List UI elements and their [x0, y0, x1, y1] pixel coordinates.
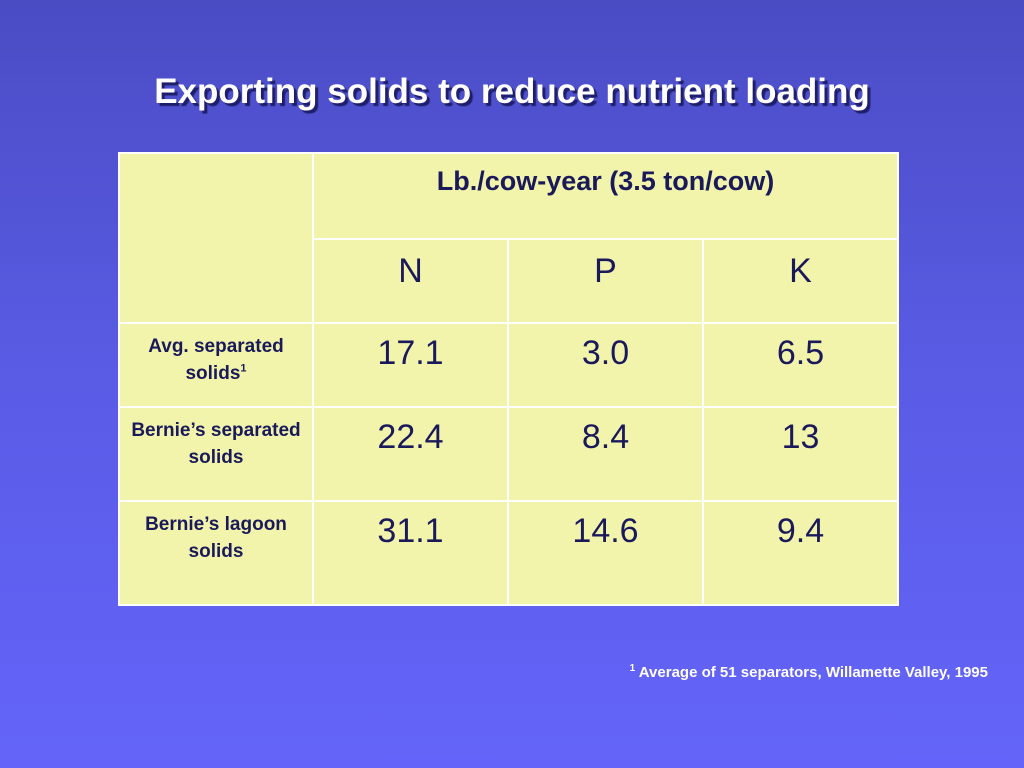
- column-header: N: [312, 238, 509, 324]
- footnote-mark: 1: [629, 663, 636, 674]
- empty-corner-cell: [118, 152, 314, 324]
- row-label: Bernie’s lagoon solids: [118, 500, 314, 606]
- footnote-text: Average of 51 separators, Willamette Val…: [638, 664, 988, 681]
- table-cell: 22.4: [312, 406, 509, 502]
- table-cell: 9.4: [702, 500, 899, 606]
- table-cell: 6.5: [702, 322, 899, 408]
- column-header: K: [702, 238, 899, 324]
- column-header: P: [507, 238, 704, 324]
- row-label: Avg. separated solids1: [118, 322, 314, 408]
- unit-header: Lb./cow-year (3.5 ton/cow): [312, 152, 899, 240]
- table-row: Bernie’s separated solids 22.4 8.4 13: [118, 406, 899, 502]
- table-cell: 14.6: [507, 500, 704, 606]
- table-row: Bernie’s lagoon solids 31.1 14.6 9.4: [118, 500, 899, 606]
- footnote: 1 Average of 51 separators, Willamette V…: [629, 663, 988, 682]
- nutrient-header-row: N P K: [119, 238, 899, 324]
- table-cell: 13: [702, 406, 899, 502]
- nutrient-table: Lb./cow-year (3.5 ton/cow) N P K Avg. se…: [118, 152, 899, 606]
- table-cell: 3.0: [507, 322, 704, 408]
- table-cell: 31.1: [312, 500, 509, 606]
- row-label: Bernie’s separated solids: [118, 406, 314, 502]
- table-header-row: Lb./cow-year (3.5 ton/cow): [118, 152, 899, 324]
- table-row: Avg. separated solids1 17.1 3.0 6.5: [118, 322, 899, 408]
- table-cell: 17.1: [312, 322, 509, 408]
- footnote-mark: 1: [240, 362, 247, 375]
- slide-title: Exporting solids to reduce nutrient load…: [154, 72, 870, 111]
- table-cell: 8.4: [507, 406, 704, 502]
